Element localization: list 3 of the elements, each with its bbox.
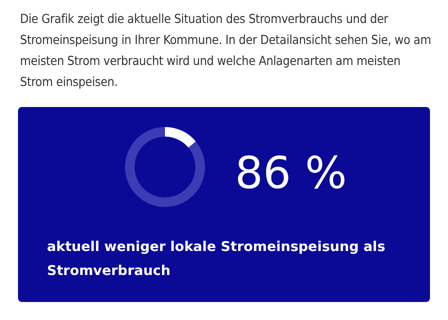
data-label: 86 % (235, 148, 347, 199)
text: Die Grafik zeigt die aktuelle Situation des Stromverbrauchs und der Stromeinspeisung in Ihrer Kommune. In der Detailansicht sehen Sie, wo am meisten Strom verbraucht wird und welche Anlagenarten am meisten Strom einspeisen. (20, 10, 432, 91)
text: aktuell weniger lokale Stromeinspeisung als Stromverbrauch (47, 238, 386, 281)
